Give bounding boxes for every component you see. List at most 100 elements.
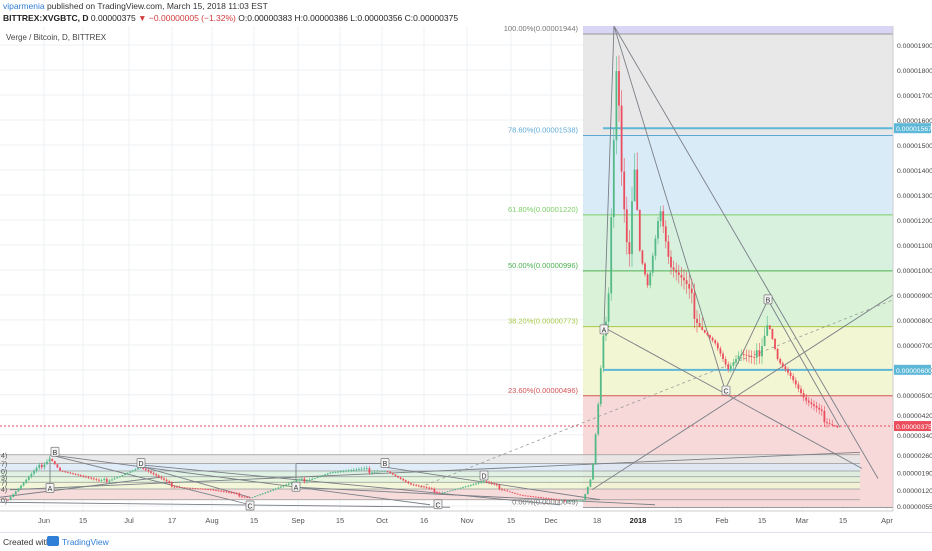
candle-body-131	[347, 470, 350, 472]
candle-body-103	[274, 488, 277, 490]
candle-body-14	[43, 464, 46, 468]
candle-body-67	[181, 487, 184, 489]
x-tick-label-15: 15	[674, 516, 682, 525]
x-tick-label-17: 15	[758, 516, 766, 525]
candle-body-200	[527, 495, 529, 497]
candle-body-52	[142, 467, 145, 469]
candle-body-147	[389, 471, 392, 474]
candle-body-206	[542, 497, 545, 499]
trend-line-8	[49, 454, 251, 506]
price-chart[interactable]: 4)7)0)3)7)4)0) 100.00%(0.00001944)78.60%…	[0, 26, 932, 532]
candle-body-184	[485, 481, 488, 483]
candle-body-260	[683, 277, 685, 281]
candle-body-104	[277, 487, 280, 489]
fib-zone-3	[583, 270, 893, 327]
candle-body-159	[420, 486, 423, 487]
candle-body-183	[482, 481, 485, 483]
candle-body-252	[662, 211, 665, 227]
candle-body-253	[664, 226, 667, 242]
candle-body-37	[103, 478, 106, 481]
pattern-box-10	[721, 385, 731, 396]
x-tick-label-14: 2018	[630, 516, 647, 525]
candle-body-219	[576, 500, 579, 502]
candle-body-224	[589, 479, 592, 487]
candle-body-41	[113, 478, 116, 480]
candle-body-45	[124, 473, 126, 476]
candle-body-307	[805, 397, 808, 401]
candle-body-216	[568, 501, 571, 503]
candle-body-40	[111, 479, 113, 481]
candle-body-273	[716, 343, 719, 349]
left-fib-label-1: 7)	[1, 462, 7, 469]
candle-body-194	[511, 492, 514, 493]
candle-body-239	[628, 242, 631, 255]
candle-body-82	[220, 490, 223, 492]
left-fib-label-3: 3)	[1, 475, 7, 482]
price-tag-bg-2	[894, 421, 931, 432]
y-tick-label-14: 0.00001300	[897, 193, 932, 200]
y-tick-label-2: 0.00000190	[897, 470, 932, 477]
candle-body-256	[672, 267, 675, 270]
candle-body-146	[386, 470, 389, 472]
tradingview-brand[interactable]: TradingView	[62, 537, 109, 547]
candle-body-212	[558, 499, 561, 501]
candle-body-162	[428, 487, 431, 489]
candle-body-13	[40, 464, 43, 468]
candle-body-268	[703, 329, 706, 333]
candle-body-223	[586, 486, 589, 495]
candle-body-215	[566, 501, 568, 503]
candle-body-0	[7, 499, 9, 501]
candle-body-172	[454, 489, 457, 491]
candle-body-122	[324, 474, 327, 476]
candle-body-193	[508, 491, 511, 493]
candle-body-247	[649, 272, 652, 286]
candle-body-114	[303, 478, 306, 482]
candle-body-111	[295, 480, 298, 482]
candle-body-302	[792, 376, 795, 381]
author-link[interactable]: viparmenia	[3, 1, 45, 11]
candle-body-23	[66, 472, 69, 473]
trend-line-1	[613, 26, 879, 479]
chart-title: Verge / Bitcoin, D, BITTREX	[6, 33, 107, 42]
candle-body-43	[118, 476, 121, 478]
candle-body-112	[298, 479, 301, 481]
candle-body-248	[651, 255, 654, 273]
candle-body-251	[659, 211, 662, 222]
candle-body-22	[64, 471, 67, 473]
candle-body-11	[35, 467, 38, 471]
candle-body-60	[163, 478, 165, 480]
x-tick-label-4: Aug	[205, 516, 218, 525]
candle-body-74	[199, 488, 202, 490]
y-tick-label-20: 0.00001900	[897, 43, 932, 50]
candle-body-286	[750, 356, 753, 358]
candle-body-36	[100, 480, 103, 481]
candle-body-274	[719, 348, 722, 354]
candle-body-264	[693, 293, 696, 319]
candle-body-295	[774, 338, 776, 349]
candle-body-201	[529, 496, 532, 497]
pattern-label-4: A	[294, 485, 299, 492]
candle-body-120	[319, 476, 321, 478]
candle-body-178	[469, 484, 472, 486]
candle-body-89	[238, 493, 241, 497]
candle-body-121	[321, 475, 324, 477]
candle-body-226	[594, 434, 597, 464]
candle-body-165	[436, 492, 438, 494]
left-fib-label-2: 0)	[1, 469, 7, 476]
candle-body-266	[698, 322, 701, 328]
candle-body-127	[337, 471, 340, 473]
candle-body-279	[732, 362, 735, 366]
pattern-box-0	[45, 483, 55, 493]
candle-body-169	[446, 491, 449, 493]
candle-body-185	[488, 481, 490, 483]
candle-body-48	[131, 470, 134, 472]
candle-body-138	[365, 468, 368, 470]
candle-body-32	[90, 477, 93, 479]
candle-body-134	[355, 469, 358, 471]
candle-body-44	[121, 475, 124, 477]
candle-body-310	[813, 404, 815, 406]
candle-body-137	[363, 468, 366, 470]
candle-body-242	[636, 169, 639, 210]
candle-body-29	[82, 475, 85, 477]
candle-body-123	[326, 473, 329, 475]
